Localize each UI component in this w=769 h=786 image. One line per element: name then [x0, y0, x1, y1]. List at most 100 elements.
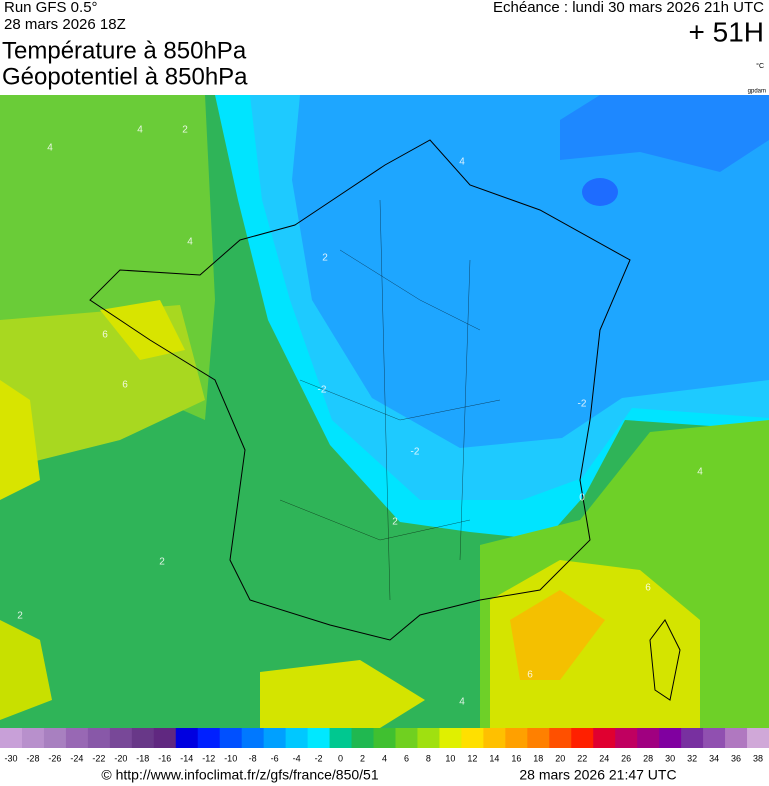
colorbar-swatch	[65, 728, 89, 748]
colorbar-swatch	[373, 728, 396, 748]
contour-label: 4	[137, 125, 143, 136]
title: Température à 850hPa	[2, 37, 247, 64]
contour-label: 0	[579, 493, 585, 504]
colorbar-swatch	[153, 728, 177, 748]
colorbar-swatch	[0, 728, 23, 748]
colorbar-label: 30	[665, 753, 675, 763]
colorbar-label: 22	[577, 753, 587, 763]
colorbar-label: -4	[293, 753, 301, 763]
colorbar-swatch	[197, 728, 221, 748]
colorbar-label: -8	[249, 753, 257, 763]
colorbar-swatch	[549, 728, 572, 748]
colorbar-swatch	[637, 728, 660, 748]
colorbar-swatch	[87, 728, 111, 748]
colorbar-label: 28	[643, 753, 653, 763]
colorbar-swatch	[417, 728, 440, 748]
colorbar-swatch	[703, 728, 726, 748]
colorbar-swatch	[351, 728, 375, 748]
colorbar-swatch	[659, 728, 682, 748]
colorbar-label: 0	[338, 753, 343, 763]
colorbar-label: 32	[687, 753, 697, 763]
colorbar-label: -22	[92, 753, 105, 763]
colorbar-label: -30	[4, 753, 17, 763]
colorbar-swatch	[219, 728, 243, 748]
colorbar-label: 36	[731, 753, 741, 763]
contour-label: -2	[411, 447, 420, 458]
valid-time: Echéance : lundi 30 mars 2026 21h UTC	[493, 0, 764, 16]
geo-unit: gpdam	[748, 89, 766, 95]
contour-label: 6	[645, 583, 651, 594]
colorbar-swatch	[747, 728, 769, 748]
colorbar-label: 12	[467, 753, 477, 763]
colorbar-label: -24	[70, 753, 83, 763]
contour-label: -2	[578, 399, 587, 410]
colorbar-swatch	[527, 728, 550, 748]
colorbar-label: 10	[445, 753, 455, 763]
colorbar-label: 2	[360, 753, 365, 763]
colorbar-swatch	[571, 728, 594, 748]
colorbar-label: 38	[753, 753, 763, 763]
colorbar-swatch	[109, 728, 133, 748]
colorbar-swatch	[263, 728, 287, 748]
colorbar-swatch	[681, 728, 704, 748]
colorbar-label: -16	[158, 753, 171, 763]
source: © http://www.infoclimat.fr/z/gfs/france/…	[101, 767, 378, 783]
colorbar-label: -2	[315, 753, 323, 763]
contour-label: 4	[187, 237, 193, 248]
map-field	[0, 95, 769, 728]
contour-label: 6	[527, 670, 533, 681]
colorbar-swatch	[285, 728, 309, 748]
subtitle: Géopotentiel à 850hPa	[2, 63, 248, 90]
contour-label: 4	[47, 143, 53, 154]
contour-label: 6	[102, 330, 108, 341]
colorbar-label: 14	[489, 753, 499, 763]
colorbar-label: 20	[555, 753, 565, 763]
contour-label: 2	[17, 611, 23, 622]
lead-time: + 51H	[689, 16, 765, 47]
colorbar-label: 6	[404, 753, 409, 763]
contour-label: 2	[182, 125, 188, 136]
colorbar-label: 26	[621, 753, 631, 763]
contour-label: 4	[459, 697, 465, 708]
contour-label: -2	[318, 385, 327, 396]
colorbar-label: -26	[48, 753, 61, 763]
colorbar-swatch	[725, 728, 748, 748]
run: Run GFS 0.5°	[4, 0, 98, 16]
contour-label: 2	[322, 253, 328, 264]
colorbar-label: -28	[26, 753, 39, 763]
colorbar-label: -10	[224, 753, 237, 763]
run-time: 28 mars 2026 18Z	[4, 16, 126, 33]
colorbar-label: 8	[426, 753, 431, 763]
colorbar-swatch	[43, 728, 67, 748]
colorbar-swatch	[395, 728, 418, 748]
colorbar-swatch	[21, 728, 45, 748]
contour-label: 2	[392, 517, 398, 528]
colorbar-swatch	[241, 728, 265, 748]
colorbar-swatch	[461, 728, 484, 748]
colorbar-label: 16	[511, 753, 521, 763]
colorbar-swatch	[307, 728, 331, 748]
colorbar-swatch	[329, 728, 353, 748]
unit: °C	[756, 62, 764, 70]
contour-label: 4	[459, 157, 465, 168]
colorbar-swatch	[131, 728, 155, 748]
colorbar-label: -6	[271, 753, 279, 763]
contour-label: 2	[159, 557, 165, 568]
colorbar-swatch	[593, 728, 616, 748]
colorbar-label: -12	[202, 753, 215, 763]
colorbar-label: 18	[533, 753, 543, 763]
colorbar-swatch	[483, 728, 506, 748]
contour-label: 4	[697, 467, 703, 478]
colorbar-label: 24	[599, 753, 609, 763]
colorbar: -30 -28 -26 -24 -22 -20 -18 -16 -14 -12 -10 -8 -6 -4-…	[0, 728, 769, 763]
generated-time: 28 mars 2026 21:47 UTC	[519, 767, 676, 783]
colorbar-label: -18	[136, 753, 149, 763]
colorbar-label: 34	[709, 753, 719, 763]
colorbar-swatch	[175, 728, 199, 748]
contour-labels: 4 2 4 4 6 6 2 -2 4 -2 -2 0 2 2 4 6 6 4 2	[17, 125, 703, 708]
colorbar-swatch	[615, 728, 638, 748]
colorbar-label: -20	[114, 753, 127, 763]
colorbar-label: 4	[382, 753, 387, 763]
